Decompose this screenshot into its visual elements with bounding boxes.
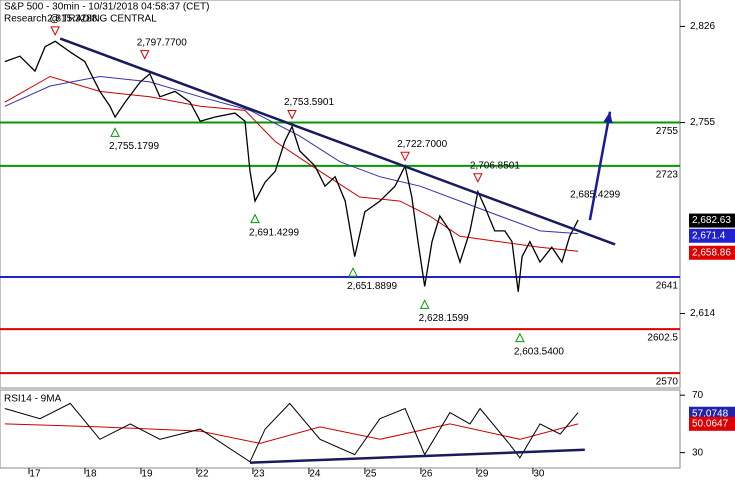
rsi-tag-label: 50.0647 — [692, 418, 729, 429]
low-marker — [250, 213, 260, 224]
rsi-line — [4, 423, 579, 444]
high-label: 2,706.8501 — [470, 160, 520, 171]
high-marker — [473, 173, 483, 183]
rsi-tag — [689, 416, 735, 431]
arrow-head — [603, 111, 613, 124]
high-label: 2,797.7700 — [137, 37, 187, 48]
rsi-tick-label: 70 — [692, 390, 704, 401]
chart-title: S&P 500 - 30min - 10/31/2018 04:58:37 (C… — [4, 2, 210, 13]
x-tick-label: 24 — [309, 469, 321, 480]
low-marker — [110, 127, 120, 137]
level-label: 2723 — [656, 170, 679, 181]
price-tag — [689, 213, 735, 228]
price-line — [4, 40, 579, 292]
rsi-trendline — [249, 448, 585, 464]
price-panel — [0, 0, 681, 389]
rsi-tick-label: 30 — [692, 447, 704, 458]
high-marker — [50, 26, 60, 36]
level-label: 2755 — [656, 126, 679, 137]
rsi-line — [4, 402, 579, 463]
trendline — [59, 37, 616, 246]
low-marker — [348, 267, 358, 277]
chart-subtitle: Research @ TRADING CENTRAL — [4, 14, 157, 25]
low-marker — [515, 332, 525, 343]
low-label: 2,651.8899 — [347, 281, 397, 292]
y-tick-label: 2,755 — [690, 117, 715, 128]
price-tag-label: 2,671.4 — [692, 230, 726, 241]
low-marker — [419, 299, 430, 309]
x-tick-label: 19 — [141, 469, 153, 480]
price-label: 2,685.4299 — [570, 189, 620, 200]
y-tick-label: 2,614 — [690, 308, 715, 319]
price-tag-label: 2,658.86 — [692, 247, 731, 258]
rsi-panel — [0, 389, 681, 469]
high-marker — [139, 50, 150, 60]
low-label: 2,691.4299 — [249, 227, 299, 238]
x-tick-label: 18 — [85, 469, 97, 480]
price-tag — [689, 228, 735, 243]
x-tick-label: 22 — [197, 469, 209, 480]
low-label: 2,603.5400 — [514, 346, 564, 357]
price-line — [4, 75, 579, 235]
x-tick-label: 25 — [365, 469, 377, 480]
level-label: 2641 — [656, 281, 679, 292]
price-tag-label: 2,682.63 — [692, 215, 731, 226]
high-marker — [287, 109, 297, 120]
low-label: 2,755.1799 — [109, 141, 159, 152]
high-marker — [400, 151, 410, 162]
y-tick-label: 2,826 — [690, 21, 715, 32]
x-tick-label: 26 — [421, 469, 433, 480]
x-tick-label: 17 — [29, 469, 41, 480]
x-tick-label: 29 — [477, 469, 489, 480]
arrow-line — [588, 111, 612, 221]
x-tick-label: 23 — [253, 469, 265, 480]
low-label: 2,628.1599 — [419, 313, 469, 324]
price-tag — [689, 245, 735, 260]
x-tick-label: 30 — [533, 469, 545, 480]
rsi-title: RSI14 - 9MA — [4, 394, 62, 405]
high-label: 2,815.3288 — [47, 14, 97, 25]
high-label: 2,722.7000 — [397, 139, 447, 150]
level-label: 2570 — [656, 377, 679, 388]
level-label: 2602.5 — [647, 333, 678, 344]
rsi-tag-label: 57.0748 — [692, 408, 729, 419]
price-line — [4, 75, 579, 252]
high-label: 2,753.5901 — [284, 97, 334, 108]
